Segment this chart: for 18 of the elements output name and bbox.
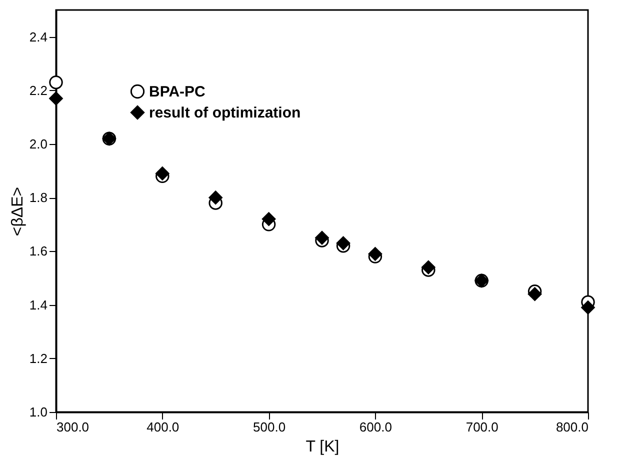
y-tick-label: 2.0 <box>29 136 48 152</box>
y-tick-label: 1.8 <box>29 190 48 206</box>
y-tick-label: 2.4 <box>29 29 48 44</box>
legend-label: result of optimization <box>149 104 301 122</box>
x-tick-label: 500.0 <box>253 420 286 434</box>
x-tick-label: 800.0 <box>556 420 588 434</box>
x-tick-label: 600.0 <box>359 420 392 434</box>
x-tick-label: 300.0 <box>56 420 90 434</box>
x-axis-title: T [K] <box>306 438 340 456</box>
x-tick-label: 700.0 <box>466 420 498 434</box>
y-tick-label: 1.2 <box>29 350 48 366</box>
y-tick-label: 1.0 <box>29 404 48 420</box>
y-axis-title: <βΔE> <box>9 186 26 236</box>
y-tick-label: 1.6 <box>29 244 48 259</box>
x-tick-label: 400.0 <box>146 420 180 434</box>
legend-label: BPA-PC <box>149 84 206 100</box>
y-tick-label: 1.4 <box>29 297 48 312</box>
y-tick-label: 2.2 <box>29 82 48 98</box>
